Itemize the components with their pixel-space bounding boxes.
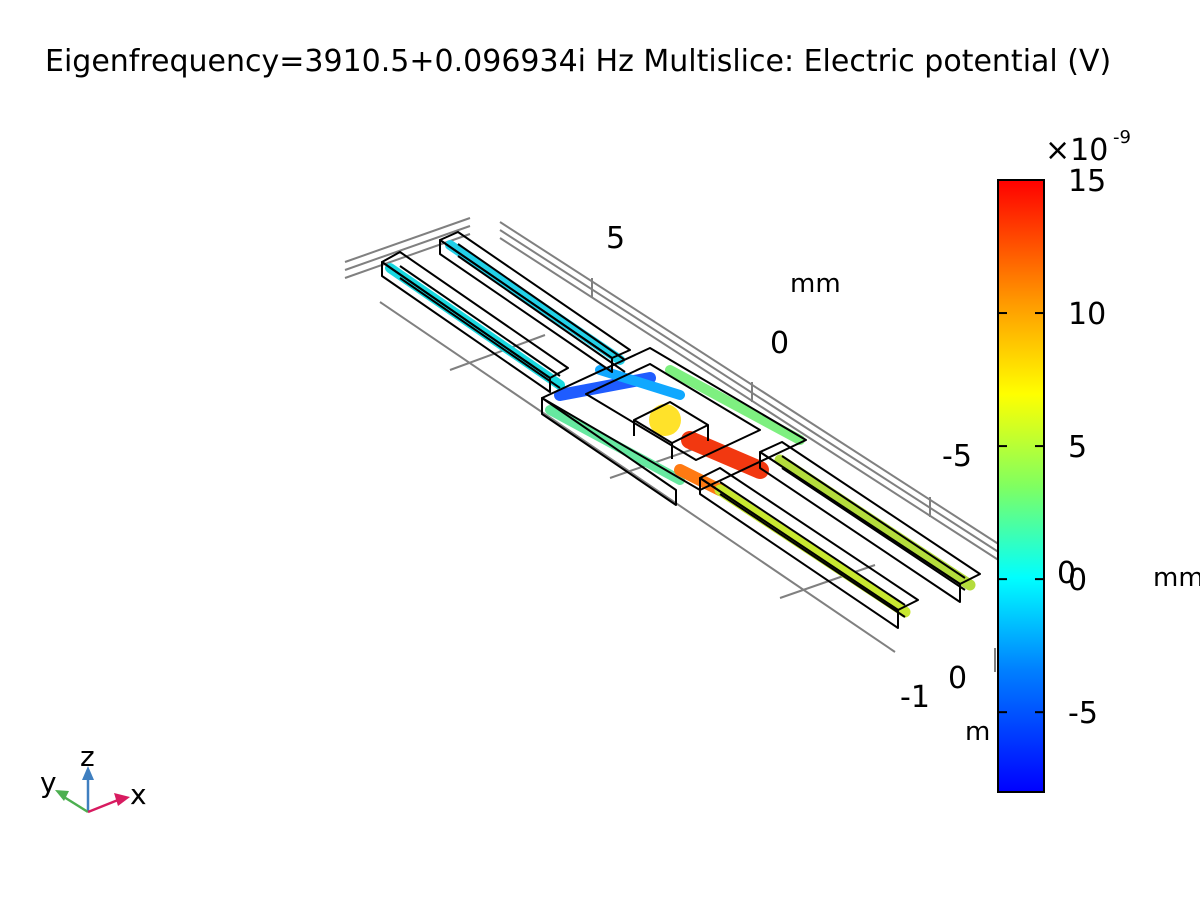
z-tick-0: 0 [1057,556,1076,591]
colorbar: ×10 -9 15 10 5 0 -5 [997,127,1131,793]
slice-right-arm [445,240,625,365]
z-unit: mm [1153,563,1200,593]
y-tick-5: 5 [606,221,625,256]
slice-lower-green [545,405,685,485]
x-tick-neg1: -1 [900,680,930,715]
colorbar-tick-label: 15 [1068,164,1106,199]
colorbar-tick-label: 5 [1068,430,1087,465]
y-tick-neg5: -5 [942,439,972,474]
axis-grid [344,217,1001,672]
slice-center-red [681,431,769,479]
colorbar-gradient [997,179,1045,793]
triad-z-label: z [80,740,95,773]
colorbar-tick-label: -5 [1068,696,1098,731]
colorbar-multiplier: ×10 [1045,133,1108,168]
colorbar-ticks: 15 10 5 0 -5 [998,164,1106,731]
triad-x-label: x [130,778,147,811]
potential-slices [385,240,976,618]
x-tick-0: 0 [948,661,967,696]
slice-lower-left-arm [714,484,911,618]
triad-y-label: y [40,766,57,799]
y-tick-0: 0 [770,326,789,361]
colorbar-exponent: -9 [1113,127,1131,148]
colorbar-tick-label: 0 [1068,563,1087,598]
triad-y-arrow [55,790,69,801]
y-unit: mm [790,269,841,299]
x-unit: m [965,717,990,747]
slice-center-yellow [649,404,681,436]
triad-x-arrow [114,793,130,806]
slice-center-cyan [595,365,685,400]
plot-title: Eigenfrequency=3910.5+0.096934i Hz Multi… [45,44,1112,79]
device-wireframe [381,231,981,629]
slice-upper-green [665,365,805,445]
slice-lower-right-arm [774,454,976,591]
triad-z-arrow [82,766,94,780]
triad-y-axis [63,795,89,814]
triad-x-axis [87,798,119,814]
axis-labels: 5 0 -5 mm 0 mm 0 -1 m [606,221,1200,747]
orientation-triad: z y x [40,740,147,814]
colorbar-tick-label: 10 [1068,297,1106,332]
